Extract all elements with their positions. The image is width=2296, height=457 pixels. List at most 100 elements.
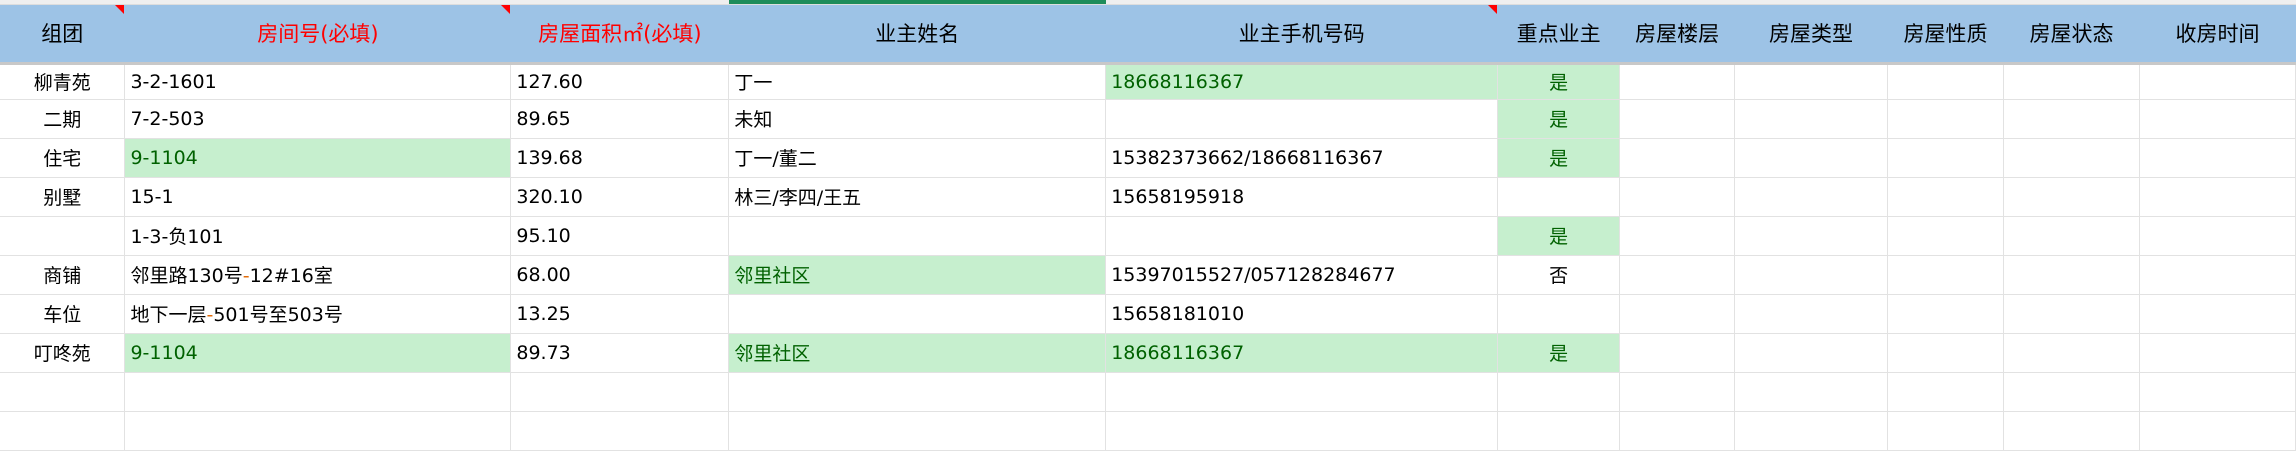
cell-room[interactable]: 3-2-1601 <box>124 63 512 100</box>
cell-empty[interactable] <box>1619 372 1736 412</box>
cell-key[interactable]: 是 <box>1497 216 1621 256</box>
comment-marker-icon[interactable] <box>1488 5 1497 14</box>
cell-key[interactable]: 是 <box>1497 63 1621 100</box>
cell-room[interactable] <box>124 411 512 451</box>
cell-key[interactable] <box>1497 294 1621 334</box>
cell-empty[interactable] <box>1734 138 1889 178</box>
cell-empty[interactable] <box>2003 255 2140 295</box>
cell-empty[interactable] <box>2003 333 2140 373</box>
cell-empty[interactable] <box>1619 411 1736 451</box>
cell-empty[interactable] <box>1734 372 1889 412</box>
cell-empty[interactable] <box>1734 63 1889 100</box>
cell-group[interactable] <box>0 411 126 451</box>
cell-empty[interactable] <box>2003 99 2140 139</box>
cell-empty[interactable] <box>1734 177 1889 217</box>
cell-owner[interactable] <box>728 411 1107 451</box>
cell-empty[interactable] <box>2003 216 2140 256</box>
header-key-owner[interactable]: 重点业主 <box>1497 5 1621 65</box>
cell-empty[interactable] <box>2139 411 2296 451</box>
header-status[interactable]: 房屋状态 <box>2003 5 2140 65</box>
cell-empty[interactable] <box>1887 216 2004 256</box>
cell-empty[interactable] <box>1887 99 2004 139</box>
cell-group[interactable] <box>0 216 126 256</box>
cell-group[interactable]: 二期 <box>0 99 126 139</box>
cell-room[interactable] <box>124 372 512 412</box>
cell-empty[interactable] <box>1887 255 2004 295</box>
cell-area[interactable] <box>510 372 730 412</box>
cell-area[interactable]: 89.73 <box>510 333 730 373</box>
comment-marker-icon[interactable] <box>501 5 510 14</box>
cell-empty[interactable] <box>2139 63 2296 100</box>
cell-owner[interactable]: 丁一/董二 <box>728 138 1107 178</box>
header-receive-time[interactable]: 收房时间 <box>2139 5 2296 65</box>
cell-key[interactable] <box>1497 177 1621 217</box>
cell-empty[interactable] <box>1619 177 1736 217</box>
cell-empty[interactable] <box>2003 372 2140 412</box>
cell-phone[interactable]: 15397015527/057128284677 <box>1105 255 1499 295</box>
cell-area[interactable]: 95.10 <box>510 216 730 256</box>
cell-empty[interactable] <box>1619 216 1736 256</box>
cell-empty[interactable] <box>1619 333 1736 373</box>
cell-key[interactable]: 是 <box>1497 99 1621 139</box>
cell-empty[interactable] <box>1734 294 1889 334</box>
cell-area[interactable]: 68.00 <box>510 255 730 295</box>
cell-room[interactable]: 地下一层-501号至503号 <box>124 294 512 334</box>
cell-empty[interactable] <box>2139 294 2296 334</box>
cell-group[interactable]: 住宅 <box>0 138 126 178</box>
cell-owner[interactable] <box>728 372 1107 412</box>
cell-key[interactable]: 否 <box>1497 255 1621 295</box>
cell-room[interactable]: 7-2-503 <box>124 99 512 139</box>
cell-key[interactable] <box>1497 411 1621 451</box>
cell-key[interactable]: 是 <box>1497 333 1621 373</box>
cell-empty[interactable] <box>2003 411 2140 451</box>
cell-area[interactable]: 13.25 <box>510 294 730 334</box>
cell-phone[interactable] <box>1105 372 1499 412</box>
cell-empty[interactable] <box>2139 372 2296 412</box>
cell-key[interactable]: 是 <box>1497 138 1621 178</box>
cell-empty[interactable] <box>1734 99 1889 139</box>
cell-group[interactable]: 柳青苑 <box>0 63 126 100</box>
cell-empty[interactable] <box>2139 177 2296 217</box>
cell-empty[interactable] <box>2139 138 2296 178</box>
cell-empty[interactable] <box>2003 177 2140 217</box>
cell-owner[interactable]: 邻里社区 <box>728 255 1107 295</box>
header-floor[interactable]: 房屋楼层 <box>1619 5 1736 65</box>
cell-group[interactable]: 车位 <box>0 294 126 334</box>
column-header-strip[interactable] <box>0 0 2296 5</box>
cell-empty[interactable] <box>1619 255 1736 295</box>
cell-empty[interactable] <box>1734 216 1889 256</box>
cell-phone[interactable] <box>1105 216 1499 256</box>
cell-room[interactable]: 邻里路130号-12#16室 <box>124 255 512 295</box>
cell-phone[interactable] <box>1105 411 1499 451</box>
cell-phone[interactable]: 15658181010 <box>1105 294 1499 334</box>
header-owner[interactable]: 业主姓名 <box>728 5 1107 65</box>
cell-room[interactable]: 1-3-负101 <box>124 216 512 256</box>
cell-empty[interactable] <box>1887 294 2004 334</box>
cell-empty[interactable] <box>1887 411 2004 451</box>
cell-phone[interactable]: 18668116367 <box>1105 63 1499 100</box>
cell-empty[interactable] <box>1619 63 1736 100</box>
cell-empty[interactable] <box>1887 372 2004 412</box>
cell-group[interactable]: 别墅 <box>0 177 126 217</box>
cell-room[interactable]: 9-1104 <box>124 333 512 373</box>
cell-empty[interactable] <box>2003 63 2140 100</box>
cell-phone[interactable] <box>1105 99 1499 139</box>
cell-empty[interactable] <box>1887 138 2004 178</box>
cell-empty[interactable] <box>1619 294 1736 334</box>
header-phone[interactable]: 业主手机号码 <box>1105 5 1499 65</box>
cell-owner[interactable]: 未知 <box>728 99 1107 139</box>
cell-area[interactable]: 139.68 <box>510 138 730 178</box>
cell-empty[interactable] <box>1619 138 1736 178</box>
cell-room[interactable]: 15-1 <box>124 177 512 217</box>
cell-room[interactable]: 9-1104 <box>124 138 512 178</box>
cell-empty[interactable] <box>1619 99 1736 139</box>
cell-owner[interactable] <box>728 294 1107 334</box>
cell-empty[interactable] <box>1734 255 1889 295</box>
cell-area[interactable]: 127.60 <box>510 63 730 100</box>
cell-phone[interactable]: 15382373662/18668116367 <box>1105 138 1499 178</box>
cell-empty[interactable] <box>1734 333 1889 373</box>
cell-empty[interactable] <box>1887 177 2004 217</box>
cell-owner[interactable]: 林三/李四/王五 <box>728 177 1107 217</box>
cell-area[interactable]: 320.10 <box>510 177 730 217</box>
cell-owner[interactable]: 丁一 <box>728 63 1107 100</box>
